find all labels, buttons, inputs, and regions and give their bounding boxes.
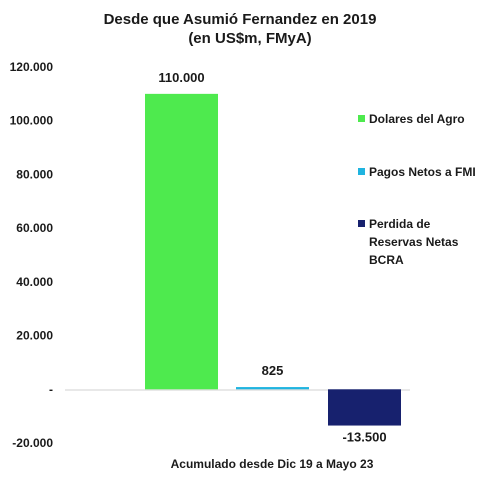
legend-label-3: Reservas Netas [369, 235, 459, 249]
legend-label-2: Pagos Netos a FMI [369, 165, 476, 179]
bars: 110.000 825 -13.500 [145, 70, 401, 445]
legend-label-3: Perdida de [369, 217, 431, 231]
bar-2 [236, 387, 309, 390]
data-label-2: 825 [262, 363, 284, 378]
legend-swatch-3 [358, 220, 365, 227]
bar-1 [145, 93, 218, 390]
legend-swatch-1 [358, 115, 365, 122]
y-tick-label: 60.000 [16, 221, 53, 235]
y-tick-label: - [49, 382, 53, 396]
legend-label-3: BCRA [369, 253, 404, 267]
y-tick-label: -20.000 [12, 436, 53, 450]
x-axis-label: Acumulado desde Dic 19 a Mayo 23 [171, 457, 374, 471]
y-tick-label: 120.000 [10, 60, 54, 74]
legend-swatch-2 [358, 168, 365, 175]
legend: Dolares del Agro Pagos Netos a FMI Perdida… [358, 112, 476, 267]
y-tick-label: 80.000 [16, 167, 53, 181]
y-tick-label: 100.000 [10, 114, 54, 128]
y-tick-label: 20.000 [16, 329, 53, 343]
legend-label-1: Dolares del Agro [369, 112, 465, 126]
y-axis-ticks: 120.000 100.000 80.000 60.000 40.000 20.000 - -… [10, 60, 54, 450]
data-label-3: -13.500 [342, 430, 386, 445]
chart-title-line-2: (en US$m, FMyA) [188, 30, 311, 47]
data-label-1: 110.000 [158, 70, 204, 85]
bar-3 [328, 389, 401, 426]
chart-title-line-1: Desde que Asumió Fernandez en 2019 [104, 11, 377, 28]
y-tick-label: 40.000 [16, 275, 53, 289]
